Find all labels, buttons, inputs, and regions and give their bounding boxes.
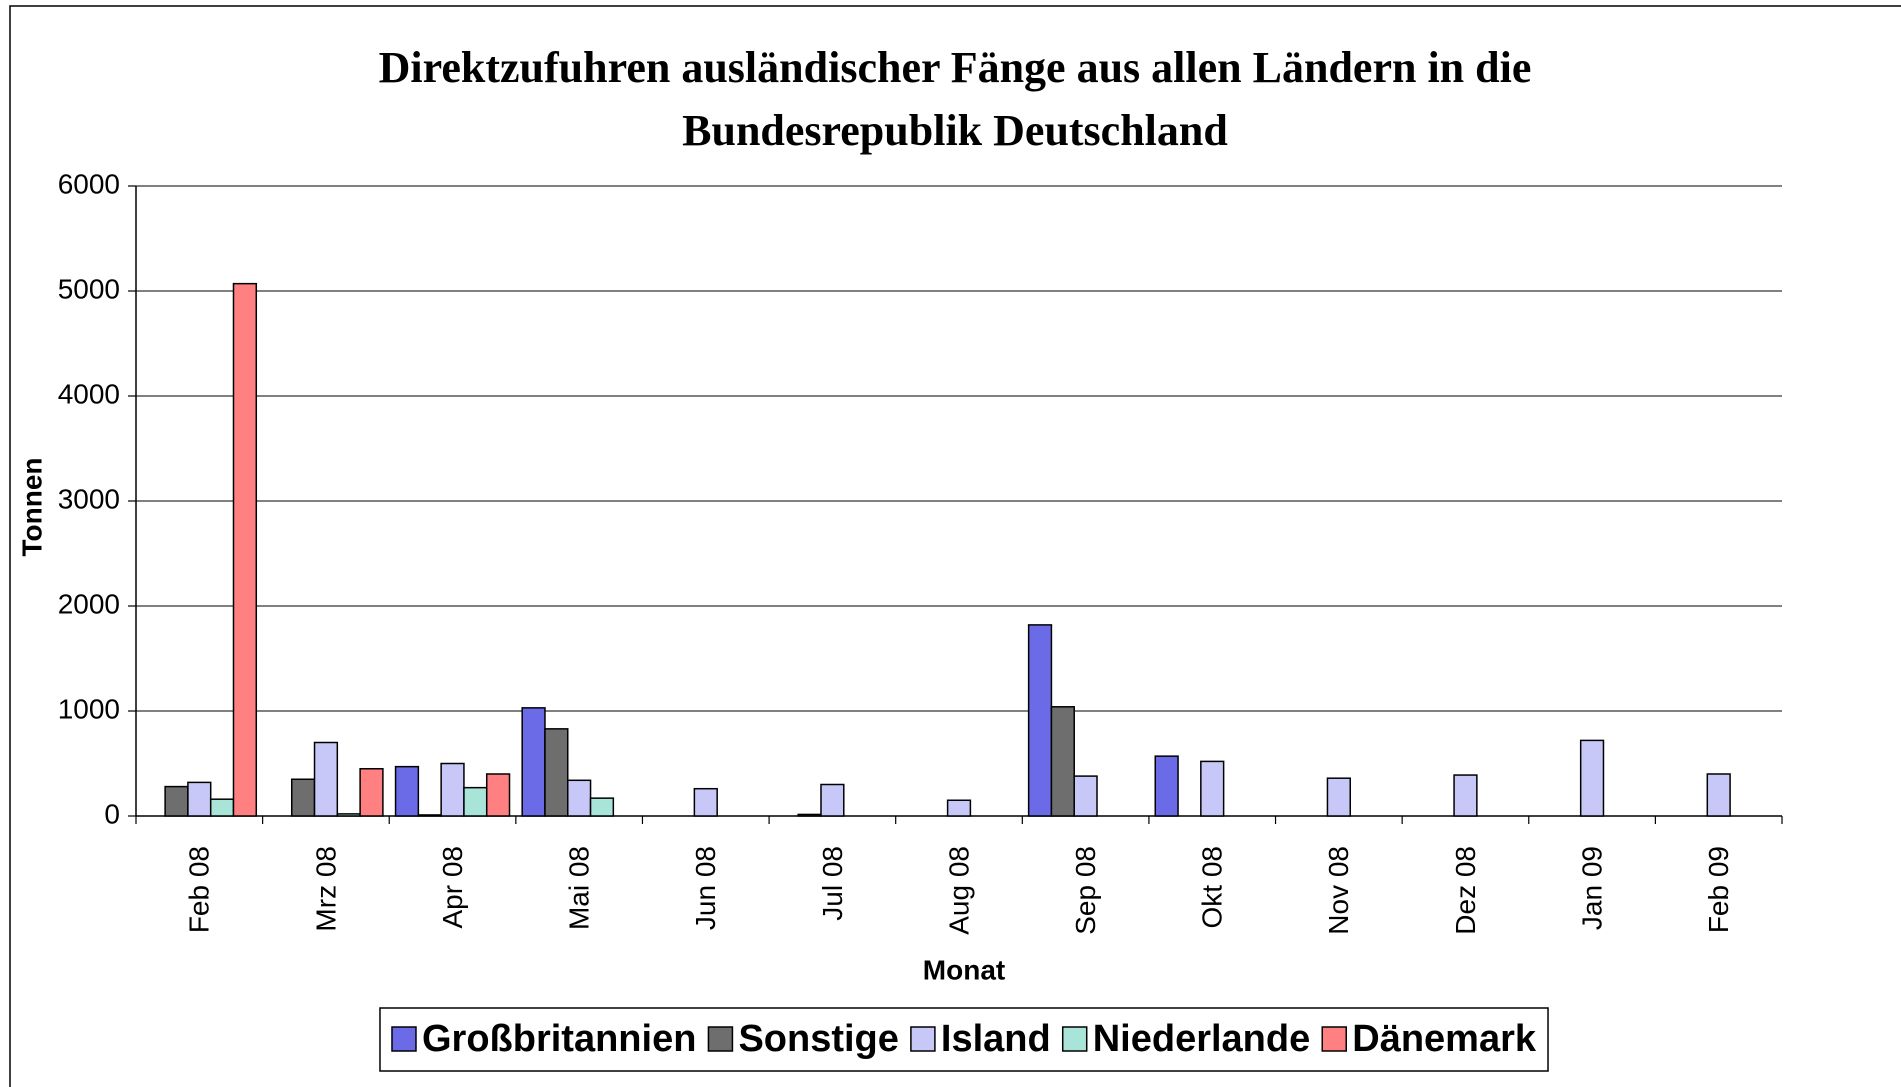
x-tick-label: Dez 08 [1450, 846, 1481, 935]
legend-label: Großbritannien [422, 1018, 696, 1060]
bar [485, 773, 511, 817]
bar [1073, 775, 1098, 817]
y-tick-label: 3000 [58, 483, 120, 514]
x-tick-label: Jan 09 [1576, 846, 1607, 930]
bar [164, 785, 189, 817]
legend-swatch [1321, 1026, 1347, 1052]
legend-swatch [707, 1026, 734, 1052]
x-tick-label: Apr 08 [437, 846, 468, 929]
legend-swatch [1061, 1026, 1088, 1052]
bar [589, 797, 615, 817]
bar [232, 282, 258, 817]
bar [1050, 706, 1075, 817]
frame [9, 5, 1901, 1087]
bar [336, 813, 361, 817]
bar [1200, 760, 1225, 817]
x-axis-label: Monat [923, 954, 1005, 985]
bar [417, 814, 442, 817]
bar [820, 783, 845, 817]
legend-swatch [391, 1026, 417, 1052]
legend-label: Island [941, 1018, 1051, 1060]
bar [440, 762, 465, 817]
bar [394, 765, 420, 817]
x-tick-label: Feb 09 [1703, 846, 1734, 933]
bar [1326, 777, 1351, 817]
bar [1706, 773, 1731, 817]
bar [209, 798, 235, 817]
bar [290, 778, 316, 817]
bar [1027, 624, 1053, 817]
y-axis-label: Tonnen [16, 457, 47, 556]
legend-swatch [910, 1026, 936, 1052]
x-tick-label: Jun 08 [690, 846, 721, 930]
x-tick-label: Jul 08 [817, 846, 848, 921]
bar [187, 781, 212, 817]
legend-label: Niederlande [1093, 1018, 1311, 1060]
bar [463, 786, 488, 817]
y-tick-label: 4000 [58, 378, 120, 409]
legend-label: Dänemark [1352, 1018, 1537, 1060]
bar [946, 799, 972, 817]
x-tick-label: Aug 08 [943, 846, 974, 935]
bar [521, 707, 546, 817]
chart-title: Direktzufuhren ausländischer Fänge aus a… [379, 43, 1532, 155]
bar [359, 768, 384, 817]
bar [1154, 755, 1179, 817]
y-tick-label: 1000 [58, 693, 120, 724]
legend-box [379, 1007, 1549, 1072]
bar [1453, 774, 1478, 817]
legend-label: Sonstige [738, 1018, 898, 1060]
y-tick-label: 2000 [58, 588, 120, 619]
x-tick-label: Feb 08 [184, 846, 215, 933]
bar [567, 779, 592, 817]
x-tick-label: Okt 08 [1197, 846, 1228, 928]
bar [693, 787, 718, 817]
bar [544, 728, 569, 817]
x-tick-label: Nov 08 [1323, 846, 1354, 935]
bar [313, 741, 339, 817]
x-tick-label: Mai 08 [564, 846, 595, 930]
legend: Großbritannien Sonstige Island Niederlande D… [379, 1007, 1549, 1072]
y-tick-label: 0 [104, 798, 120, 829]
x-tick-label: Mrz 08 [310, 846, 341, 932]
x-tick-label: Sep 08 [1070, 846, 1101, 935]
y-tick-label: 6000 [58, 168, 120, 199]
bar [1579, 739, 1605, 817]
y-tick-label: 5000 [58, 273, 120, 304]
bar [797, 813, 822, 817]
